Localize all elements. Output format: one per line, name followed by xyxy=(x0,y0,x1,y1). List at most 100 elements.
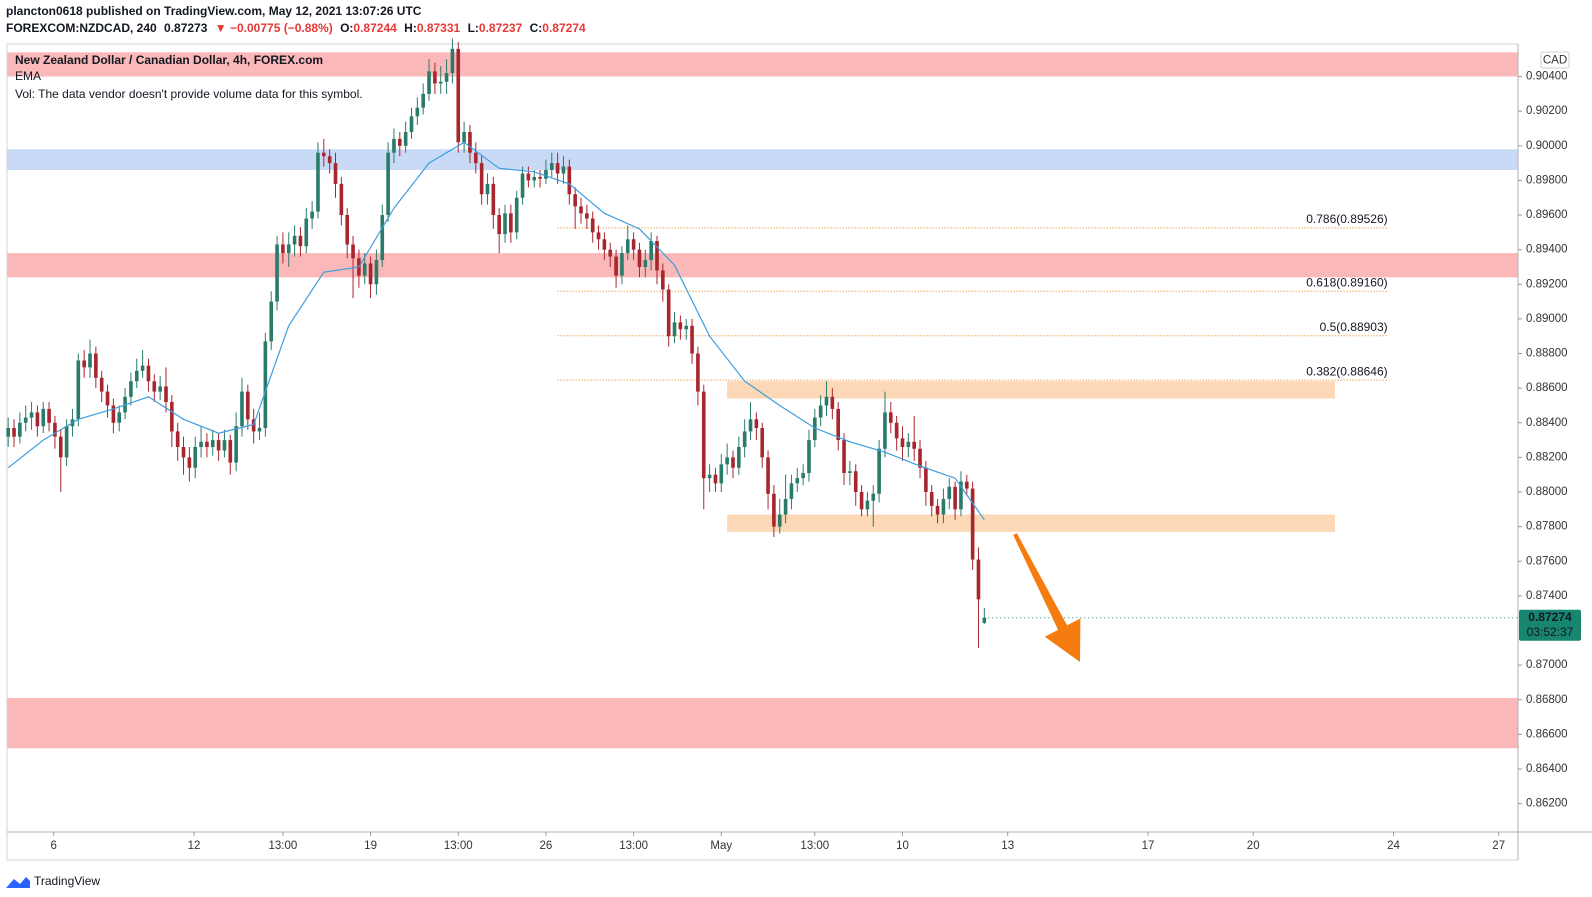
candle-body xyxy=(549,163,554,171)
zone xyxy=(7,149,1518,171)
candle-body xyxy=(450,48,455,74)
candle-body xyxy=(976,559,981,600)
candle-body xyxy=(649,241,653,261)
fib-label: 0.786(0.89526) xyxy=(1306,212,1387,226)
candle-body xyxy=(585,213,589,219)
x-tick-label: 19 xyxy=(364,840,377,852)
candle-body xyxy=(246,391,250,420)
candle-body xyxy=(918,448,922,468)
candle-body xyxy=(99,377,104,392)
y-tick-label: 0.86400 xyxy=(1526,763,1568,775)
candle-body xyxy=(514,197,519,233)
y-tick-label: 0.90200 xyxy=(1526,105,1568,117)
candle-body xyxy=(643,260,648,267)
candle-body xyxy=(111,405,116,423)
candle-body xyxy=(848,471,852,473)
candle-body xyxy=(170,401,174,432)
candle-body xyxy=(509,213,513,233)
x-tick-label: 6 xyxy=(51,840,57,852)
candle-body xyxy=(58,436,63,458)
candle-body xyxy=(368,263,373,285)
candle-body xyxy=(468,131,472,153)
y-tick-label: 0.89200 xyxy=(1526,278,1568,290)
candle-body xyxy=(76,360,81,420)
candle-body xyxy=(497,215,501,235)
candle-body xyxy=(935,505,940,515)
candle-body xyxy=(707,474,712,479)
fib-label: 0.5(0.88903) xyxy=(1320,320,1388,334)
candle-body xyxy=(6,427,10,437)
candle-body xyxy=(608,249,613,257)
y-tick-label: 0.88400 xyxy=(1526,417,1568,429)
candle-body xyxy=(596,232,601,240)
candle-body xyxy=(555,163,560,174)
candle-body xyxy=(807,440,811,473)
candle-body xyxy=(134,370,139,382)
candle-body xyxy=(614,256,618,276)
y-tick-label: 0.87000 xyxy=(1526,659,1568,671)
candle-body xyxy=(251,419,256,432)
candle-body xyxy=(772,493,776,527)
zone xyxy=(7,52,1518,77)
candle-body xyxy=(53,422,57,437)
candle-body xyxy=(292,235,297,245)
candle-body xyxy=(175,431,180,448)
candle-body xyxy=(503,213,507,235)
zone xyxy=(727,514,1336,532)
candle-body xyxy=(257,427,262,432)
candle-body xyxy=(485,183,490,195)
candle-body xyxy=(327,156,332,164)
candle-body xyxy=(666,289,671,337)
candle-body xyxy=(392,138,396,153)
y-tick-label: 0.89400 xyxy=(1526,244,1568,256)
candle-body xyxy=(158,386,162,392)
candle-body xyxy=(41,408,46,427)
candle-body xyxy=(760,427,765,458)
candle-body xyxy=(12,427,16,437)
candle-body xyxy=(345,215,350,245)
candle-body xyxy=(964,481,969,489)
candle-body xyxy=(199,441,203,448)
y-tick-label: 0.86600 xyxy=(1526,728,1568,740)
candle-body xyxy=(737,447,741,468)
last-price-tag xyxy=(1519,609,1581,641)
x-tick-label: 24 xyxy=(1387,840,1400,852)
candle-body xyxy=(731,457,735,468)
x-tick-label: 17 xyxy=(1142,840,1155,852)
x-tick-label: 20 xyxy=(1247,840,1260,852)
arrow xyxy=(1013,533,1081,662)
candle-body xyxy=(719,464,724,484)
ohlc-value: 0.87274 xyxy=(542,21,586,35)
candle-body xyxy=(766,457,770,494)
zone xyxy=(727,381,1336,399)
candle-body xyxy=(520,173,525,198)
candle-body xyxy=(859,492,864,510)
candle-body xyxy=(777,514,782,527)
candle-body xyxy=(164,386,168,402)
candle-body xyxy=(216,440,221,451)
legend-volume: Vol: The data vendor doesn't provide vol… xyxy=(15,87,363,101)
x-tick-label: 13 xyxy=(1001,840,1014,852)
candle-body xyxy=(602,239,607,250)
candle-body xyxy=(222,440,227,451)
y-tick-label: 0.89000 xyxy=(1526,313,1568,325)
currency-box xyxy=(1540,51,1570,69)
candle-body xyxy=(205,441,209,448)
x-tick-label: 12 xyxy=(188,840,201,852)
price: 0.87273 xyxy=(164,21,208,35)
candle-body xyxy=(187,457,192,468)
candle-body xyxy=(824,396,829,406)
candle-body xyxy=(877,448,881,494)
candle-body xyxy=(713,474,718,484)
candle-body xyxy=(725,457,729,465)
ohlc-key: C: xyxy=(530,21,543,35)
candle-body xyxy=(444,73,449,82)
candle-body xyxy=(339,183,344,216)
candle-body xyxy=(924,467,928,493)
candle-body xyxy=(310,211,314,219)
candle-body xyxy=(18,422,22,437)
candle-body xyxy=(655,241,659,271)
y-tick-label: 0.87600 xyxy=(1526,555,1568,567)
